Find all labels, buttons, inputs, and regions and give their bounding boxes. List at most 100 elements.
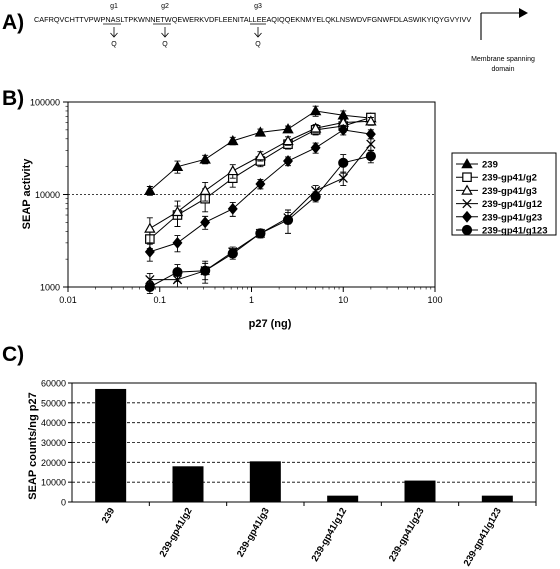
bar-239 (95, 388, 127, 502)
legend-marker-239-gp41-g23 (462, 210, 472, 223)
site-g3-mutation: Q (255, 41, 261, 48)
data-point-239-gp41-g123 (172, 266, 183, 278)
membrane-arrow (480, 8, 528, 40)
data-point-239-gp41-g23 (283, 155, 293, 167)
legend-label-239-gp41-g2: 239-gp41/g2 (482, 173, 537, 184)
x-tick-label-100: 100 (427, 295, 442, 305)
x-tick-label-10: 10 (338, 295, 348, 305)
data-point-239-gp41-g123 (282, 214, 294, 226)
legend-marker-239-gp41-g2 (462, 172, 472, 182)
data-point-239-gp41-g23 (200, 216, 211, 229)
legend-marker-239-gp41-g3 (461, 184, 473, 195)
data-point-239-gp41-g123 (365, 151, 376, 162)
x-tick-label-0-01: 0.01 (59, 295, 77, 305)
data-point-239-gp41-g23 (255, 178, 266, 190)
x-tick-label-0-1: 0.1 (153, 295, 166, 305)
data-point-239 (171, 160, 184, 171)
y-tick-label-1000: 1000 (40, 283, 60, 293)
glycosylation-site-g1: g1 Q (103, 3, 121, 48)
data-point-239 (282, 123, 294, 134)
panel-a: A) CAFRQVCHTTVPWPNASLTPKWNNETWQEWERKVDFL… (2, 3, 535, 73)
panel-c-y-axis-title: SEAP counts/ng p27 (27, 392, 39, 499)
y-tick-label-10000: 10000 (41, 478, 66, 488)
site-g2-label: g2 (161, 3, 169, 10)
legend-label-239-gp41-g123: 239-gp41/g123 (482, 226, 547, 237)
glycosylation-site-g2: g2 Q (153, 3, 171, 48)
data-point-239-gp41-g3 (171, 205, 184, 217)
data-point-239-gp41-g3 (227, 164, 239, 176)
plot-frame (67, 101, 436, 288)
series-line-239-gp41-g123 (149, 155, 371, 288)
panel-a-label: A) (2, 11, 24, 34)
y-tick-label-30000: 30000 (41, 438, 66, 448)
glycosylation-site-g3: g3 Q (250, 3, 266, 48)
panel-b-y-axis-title: SEAP activity (21, 158, 33, 230)
data-point-239-gp41-g23 (338, 123, 349, 136)
legend-marker-239-gp41-g123 (461, 224, 473, 236)
series-239-gp41-g23 (144, 123, 376, 262)
legend-label-239-gp41-g23: 239-gp41/g23 (482, 212, 542, 223)
data-point-239 (254, 126, 267, 137)
data-point-239-gp41-g123 (144, 281, 155, 293)
data-point-239-gp41-g3 (282, 134, 294, 146)
series-239-gp41-g123 (144, 149, 376, 294)
panel-c: C) 0 10000 20000 30000 40000 50000 60000 239 239… (2, 343, 537, 568)
data-point-239-gp41-g23 (227, 202, 238, 215)
data-point-239-gp41-g23 (144, 245, 155, 258)
y-tick-label-40000: 40000 (41, 418, 66, 428)
legend-marker-239 (461, 158, 473, 169)
data-point-239-gp41-g23 (365, 128, 376, 141)
panel-c-bar-chart: 0 10000 20000 30000 40000 50000 60000 239 239-gp… (41, 379, 537, 568)
data-point-239-gp41-g123 (255, 228, 266, 239)
y-tick-label-0: 0 (61, 498, 66, 508)
category-label-239-gp41-g123: 239-gp41/g123 (462, 506, 504, 568)
data-point-239-gp41-g12 (338, 173, 348, 183)
bar-239-gp41-g3 (249, 461, 281, 502)
data-point-239-gp41-g12 (145, 275, 155, 285)
y-tick-label-50000: 50000 (41, 398, 66, 408)
site-g1-label: g1 (110, 3, 118, 10)
bar-239-gp41-g2 (172, 466, 204, 502)
data-point-239-gp41-g23 (310, 141, 321, 154)
y-tick-label-10000: 10000 (35, 190, 60, 200)
y-tick-label-60000: 60000 (41, 379, 66, 389)
bar-239-gp41-g23 (404, 480, 436, 502)
panel-b-legend: 239 239-gp41/g2 239-gp41/g3 239-gp41/g12 239… (451, 152, 557, 237)
panel-b-line-chart: 0.01 0.1 1 10 100 1000 10000 100000 (30, 98, 443, 306)
data-point-239-gp41-g3 (365, 115, 377, 126)
data-point-239-gp41-g3 (144, 222, 156, 233)
bar-239-gp41-g12 (327, 495, 359, 502)
protein-sequence: CAFRQVCHTTVPWPNASLTPKWNNETWQEWERKVDFLEEN… (34, 15, 471, 24)
data-point-239-gp41-g3 (199, 184, 211, 195)
data-point-239-gp41-g23 (172, 236, 183, 249)
bar-239-gp41-g123 (481, 495, 513, 502)
category-label-239: 239 (100, 506, 117, 525)
site-g2-mutation: Q (162, 41, 168, 48)
category-label-239-gp41-g2: 239-gp41/g2 (158, 506, 195, 559)
x-tick-label-1: 1 (249, 295, 254, 305)
legend-marker-239-gp41-g12 (462, 198, 472, 209)
data-point-239-gp41-g123 (200, 265, 211, 276)
legend-label-239: 239 (482, 160, 498, 171)
site-g3-label: g3 (254, 3, 262, 10)
panel-b-label: B) (2, 87, 24, 110)
data-point-239 (144, 184, 156, 195)
data-point-239 (199, 153, 211, 164)
data-point-239-gp41-g123 (338, 157, 349, 168)
y-tick-label-100000: 100000 (30, 98, 60, 108)
panel-c-label: C) (2, 343, 24, 366)
data-point-239 (309, 105, 322, 116)
data-point-239-gp41-g12 (366, 139, 376, 149)
membrane-label-line2: domain (492, 66, 515, 73)
category-label-239-gp41-g23: 239-gp41/g23 (387, 506, 427, 564)
category-label-239-gp41-g3: 239-gp41/g3 (235, 506, 272, 559)
category-label-239-gp41-g12: 239-gp41/g12 (310, 506, 350, 564)
y-tick-label-20000: 20000 (41, 458, 66, 468)
data-point-239-gp41-g3 (309, 122, 322, 133)
site-g1-mutation: Q (111, 41, 117, 48)
panel-b: B) 0.01 0.1 1 10 100 1000 10000 100000 p27 (ng)… (2, 87, 557, 330)
data-point-239-gp41-g3 (254, 150, 267, 161)
data-point-239-gp41-g123 (310, 191, 321, 202)
legend-label-239-gp41-g3: 239-gp41/g3 (482, 186, 537, 197)
